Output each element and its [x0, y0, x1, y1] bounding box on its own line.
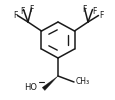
Text: F: F — [13, 11, 17, 20]
Text: HO: HO — [24, 82, 37, 92]
Text: F: F — [20, 7, 24, 16]
Text: F: F — [82, 6, 86, 14]
Polygon shape — [42, 76, 58, 90]
Text: CH₃: CH₃ — [75, 78, 89, 86]
Text: F: F — [29, 6, 33, 14]
Text: F: F — [91, 7, 95, 16]
Text: F: F — [98, 11, 102, 20]
